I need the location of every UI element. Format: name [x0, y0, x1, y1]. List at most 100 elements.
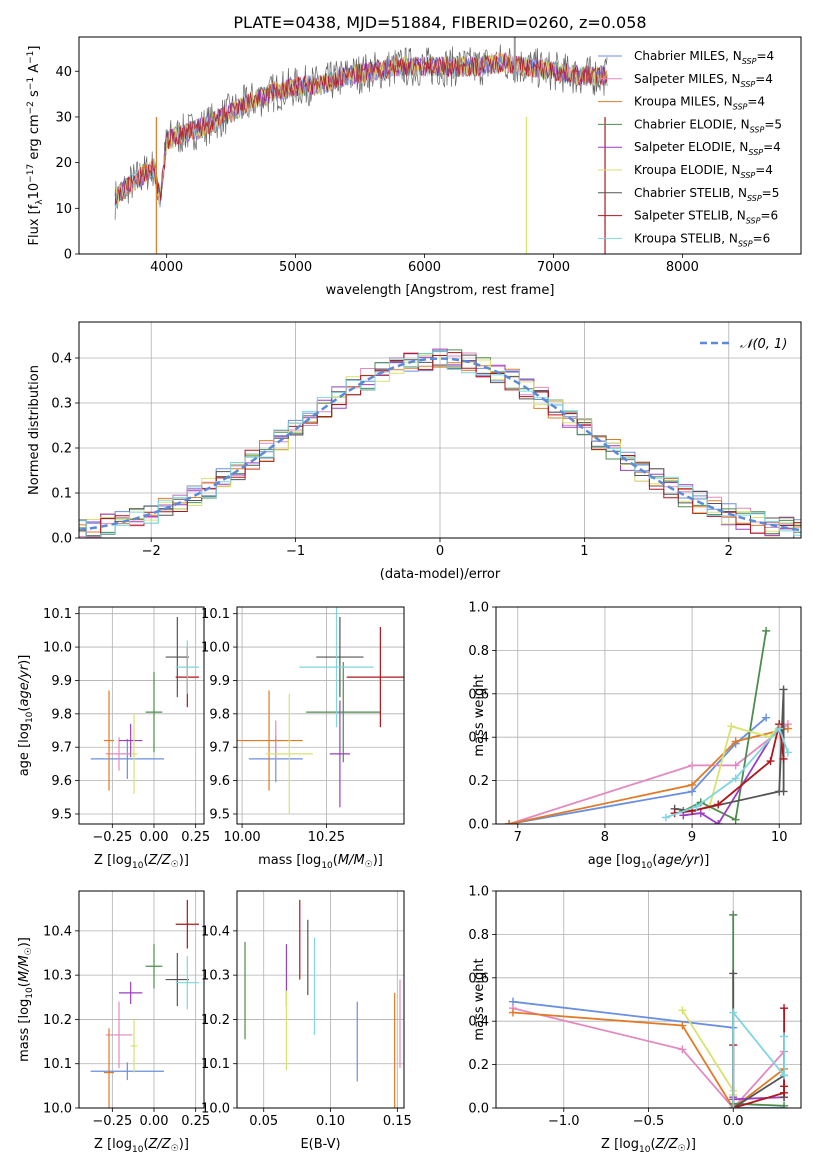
- error-bar-point: [316, 617, 364, 698]
- x-tick-label: 0.15: [383, 1114, 412, 1129]
- legend-entry-part: =4: [763, 140, 781, 154]
- y-axis-label-part: ]: [27, 46, 42, 51]
- y-axis-label-part: −17: [26, 164, 36, 183]
- x-tick-label: 0.00: [140, 1114, 169, 1129]
- age_vs_mass-plot-area: [237, 607, 404, 814]
- weight-marker: [762, 626, 771, 635]
- legend-entry-part: =5: [762, 186, 780, 200]
- y-tick-label: 1.0: [468, 885, 489, 900]
- y-tick-label: 10.2: [43, 1013, 72, 1028]
- weight-marker: [729, 969, 738, 978]
- spectrum-line: [114, 54, 608, 205]
- legend-entry: Chabrier MILES, NSSP=4: [634, 49, 774, 66]
- y-axis-label-part: mass [log: [17, 999, 32, 1062]
- y-tick-label: 10.1: [201, 1057, 230, 1072]
- y-tick-label: 0.0: [51, 532, 72, 547]
- y-tick-label: 0.6: [468, 971, 489, 986]
- x-tick-label: 7000: [537, 260, 570, 275]
- y-tick-label: 9.6: [209, 774, 230, 789]
- weight-marker: [783, 724, 792, 733]
- weight-marker: [508, 1008, 517, 1017]
- x-axis-label-part: Z [log: [601, 1137, 639, 1152]
- y-tick-label: 0.8: [468, 928, 489, 943]
- error-bar-point: [105, 737, 133, 771]
- x-axis-label: Z [log10(Z/Z☉)]: [94, 1137, 189, 1155]
- weight_vs_age-plot-area: [505, 626, 792, 824]
- y-tick-label: 9.8: [209, 707, 230, 722]
- y-axis-label-part: Flux [f: [27, 204, 42, 245]
- y-axis-label-part: (: [17, 707, 32, 712]
- weight-marker: [729, 1104, 738, 1108]
- x-axis-label-part: ☉: [171, 860, 179, 870]
- mass_vs_ebv-plot-area: [244, 899, 401, 1108]
- error-bar-point: [105, 1001, 133, 1069]
- legend-entry-part: =4: [756, 49, 774, 63]
- weight-marker: [731, 737, 740, 746]
- y-tick-label: 0.2: [468, 1058, 489, 1073]
- y-axis-label: Flux [fλ10−17 erg cm−2 s−1 A−1]: [26, 46, 45, 246]
- error-bar-point: [175, 956, 199, 1010]
- weight-marker: [727, 722, 736, 731]
- age_vs_mass-panel: 10.00 10.25 9.5 9.6 9.7 9.8 9.9 10.0 10.1 mass [l…: [201, 606, 405, 871]
- x-tick-label: 0.00: [140, 830, 169, 845]
- x-axis-label-part: Z [log: [94, 1137, 132, 1152]
- y-tick-label: 10.0: [201, 641, 230, 656]
- x-tick-label: 10.25: [308, 830, 345, 845]
- y-axis-label-part: age [log: [17, 723, 32, 776]
- legend-entry: Salpeter ELODIE, NSSP=4: [634, 140, 781, 157]
- legend-entry-part: SSP: [733, 103, 748, 112]
- x-tick-label: 8000: [666, 260, 699, 275]
- weight-series: [682, 630, 767, 822]
- y-tick-label: 10.2: [201, 1013, 230, 1028]
- x-axis-label-part: (: [143, 853, 148, 868]
- weight-series: [732, 914, 785, 1107]
- y-tick-label: 9.9: [209, 674, 230, 689]
- error-bar-point: [175, 640, 199, 694]
- legend-entry: Salpeter MILES, NSSP=4: [634, 72, 773, 89]
- x-axis-label-part: age/yr: [657, 853, 700, 868]
- weight_vs_Z-plot-area: [508, 910, 789, 1108]
- axes-frame: [78, 36, 802, 255]
- x-axis-label-part: E(B-V): [300, 1137, 340, 1152]
- x-axis-label-part: (: [650, 1137, 655, 1152]
- residuals-plot-area: [79, 348, 801, 538]
- legend-entry: Kroupa MILES, NSSP=4: [634, 95, 765, 112]
- y-axis-label-part: −1: [26, 77, 36, 90]
- y-axis-label-part: 10: [27, 183, 42, 200]
- legend-entry-part: =6: [760, 209, 778, 223]
- weight-marker: [678, 1045, 687, 1054]
- y-tick-label: 9.7: [209, 741, 230, 756]
- y-tick-label: 10.0: [43, 641, 72, 656]
- y-tick-label: 0.4: [468, 731, 489, 746]
- error-bar-point: [165, 953, 189, 1007]
- weight-series: [732, 1009, 785, 1108]
- x-axis-label: Z [log10(Z/Z☉)]: [601, 1137, 696, 1155]
- x-tick-label: −1.0: [548, 1114, 580, 1129]
- y-tick-label: 10: [55, 202, 72, 217]
- age_vs_Z-panel: −0.25 0.00 0.25 9.5 9.6 9.7 9.8 9.9 10.0 10.1 Z [l…: [17, 606, 210, 871]
- y-axis-label: mass weight: [472, 958, 487, 1040]
- x-tick-label: 4000: [150, 260, 183, 275]
- x-axis-label-part: Z/Z: [148, 853, 172, 868]
- y-tick-label: 9.8: [51, 707, 72, 722]
- weight-marker: [696, 809, 705, 818]
- x-tick-label: 1: [580, 544, 588, 559]
- weight-series: [512, 1007, 785, 1108]
- y-tick-label: 9.5: [209, 807, 230, 822]
- x-tick-label: −1: [286, 544, 305, 559]
- y-tick-label: 9.6: [51, 774, 72, 789]
- x-tick-label: 0: [436, 544, 444, 559]
- x-axis-label: age [log10(age/yr)]: [588, 853, 710, 871]
- weight-marker: [661, 813, 670, 822]
- axes-frame: [78, 606, 205, 825]
- x-axis-label-part: (: [652, 853, 657, 868]
- weight-marker: [779, 787, 788, 796]
- weight-marker: [678, 1006, 687, 1015]
- legend-entry-part: Kroupa MILES, N: [634, 95, 733, 109]
- x-axis-label-part: mass [log: [258, 853, 321, 868]
- y-tick-label: 9.9: [51, 674, 72, 689]
- x-tick-label: 0.05: [249, 1114, 278, 1129]
- axes-frame: [236, 606, 405, 825]
- y-tick-label: 0.3: [51, 397, 72, 412]
